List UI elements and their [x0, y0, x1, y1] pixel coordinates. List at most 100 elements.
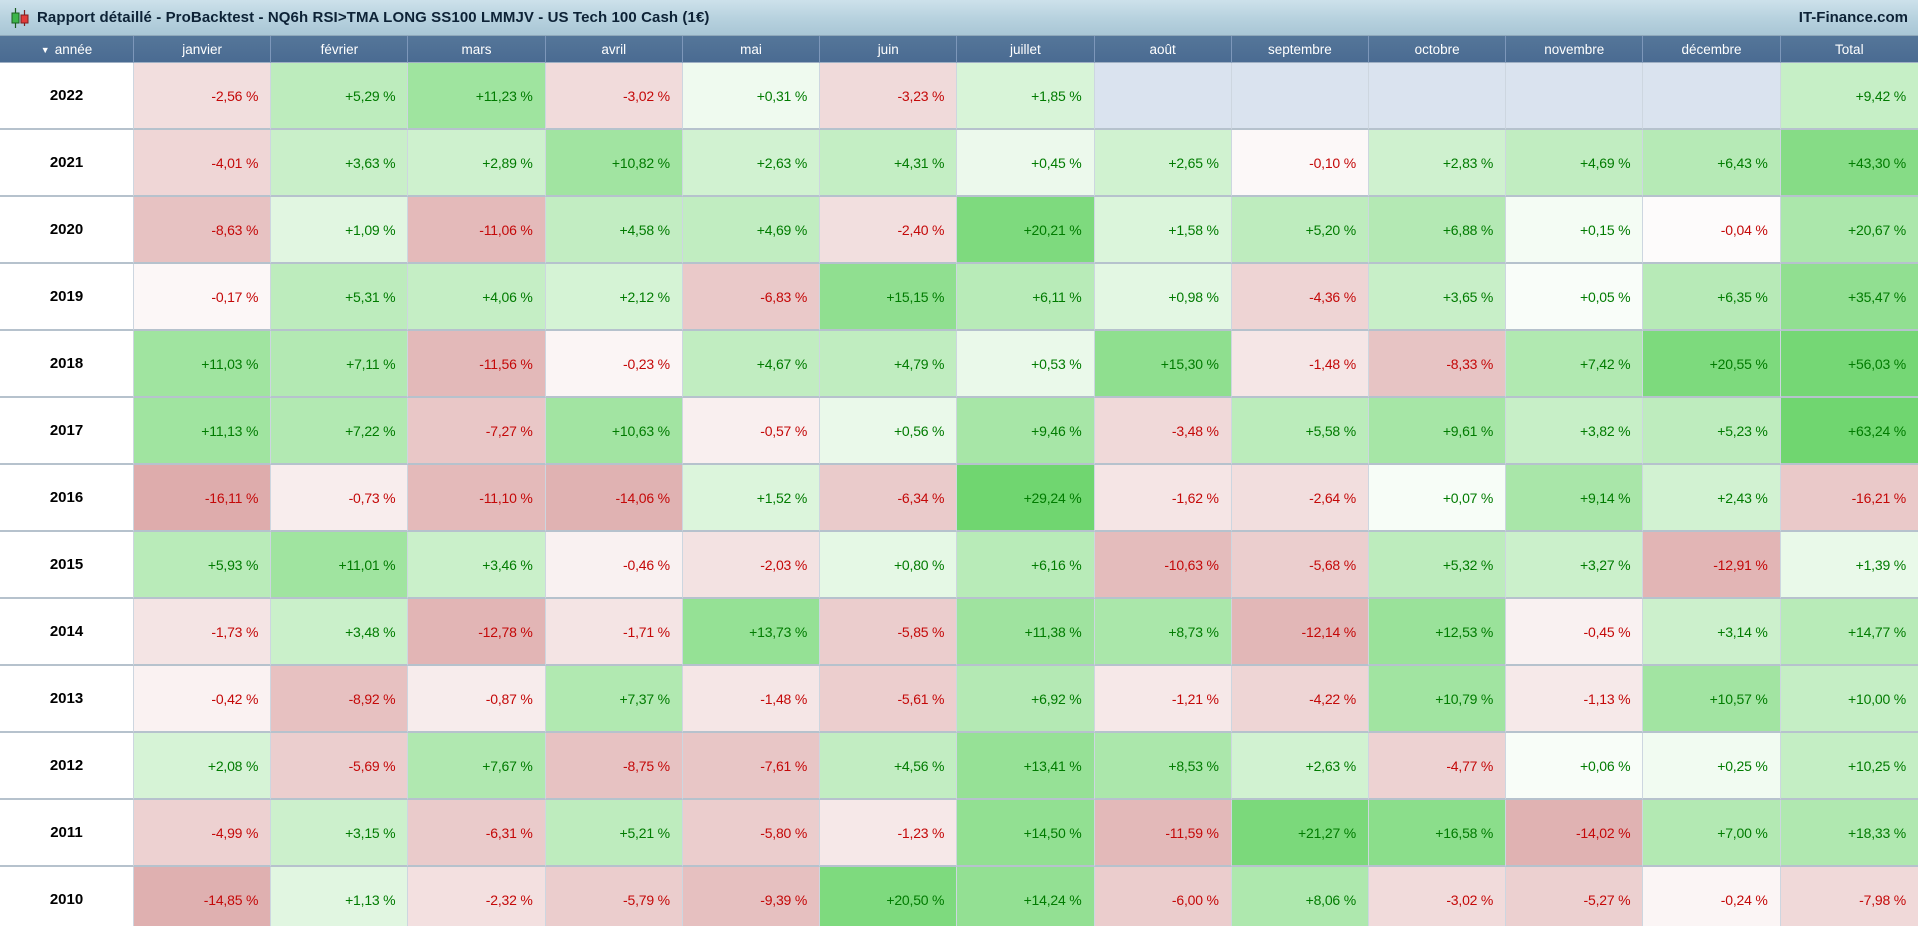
- column-header-novembre[interactable]: novembre: [1506, 36, 1644, 63]
- column-header-juillet[interactable]: juillet: [957, 36, 1095, 63]
- value-cell: +21,27 %: [1231, 800, 1369, 867]
- value-cell: +3,27 %: [1506, 532, 1644, 599]
- value-cell: +2,43 %: [1643, 465, 1781, 532]
- column-header-année[interactable]: ▼ année: [0, 36, 134, 63]
- table-row: 2013 -0,42 % -8,92 % -0,87 % +7,37 % -1,48 % -…: [0, 666, 1918, 733]
- value-cell: -1,71 %: [545, 599, 683, 666]
- column-header-octobre[interactable]: octobre: [1368, 36, 1507, 63]
- value-cell: +9,14 %: [1506, 465, 1644, 532]
- column-header-label: août: [1149, 41, 1176, 57]
- value-cell: +0,53 %: [957, 331, 1095, 398]
- value-cell: +3,48 %: [271, 599, 409, 666]
- value-cell: +10,57 %: [1643, 666, 1781, 733]
- column-header-février[interactable]: février: [271, 36, 409, 63]
- value-cell: +11,13 %: [134, 398, 272, 465]
- value-cell: -14,02 %: [1506, 800, 1644, 867]
- value-cell: +6,92 %: [957, 666, 1095, 733]
- value-cell: +7,37 %: [545, 666, 683, 733]
- value-cell: -12,14 %: [1231, 599, 1369, 666]
- value-cell: -6,34 %: [820, 465, 958, 532]
- value-cell: -4,01 %: [134, 130, 272, 197]
- column-header-mars[interactable]: mars: [408, 36, 546, 63]
- value-cell: -4,36 %: [1231, 264, 1369, 331]
- column-header-juin[interactable]: juin: [820, 36, 958, 63]
- column-header-total[interactable]: Total: [1780, 36, 1918, 63]
- year-cell: 2021: [0, 130, 134, 197]
- value-cell: -0,46 %: [545, 532, 683, 599]
- value-cell: +6,16 %: [957, 532, 1095, 599]
- table-header-row: ▼ année janvier février mars avril mai juin juil…: [0, 36, 1918, 63]
- value-cell: +6,88 %: [1368, 197, 1507, 264]
- value-cell: -11,06 %: [408, 197, 546, 264]
- value-cell: +3,63 %: [271, 130, 409, 197]
- column-header-label: mars: [461, 41, 492, 57]
- total-cell: +9,42 %: [1780, 63, 1918, 130]
- value-cell: +0,07 %: [1368, 465, 1507, 532]
- column-header-janvier[interactable]: janvier: [134, 36, 272, 63]
- value-cell: +5,58 %: [1231, 398, 1369, 465]
- table-row: 2022 -2,56 % +5,29 % +11,23 % -3,02 % +0,31 %…: [0, 63, 1918, 130]
- value-cell: -6,31 %: [408, 800, 546, 867]
- value-cell: -12,91 %: [1643, 532, 1781, 599]
- value-cell: +4,67 %: [682, 331, 821, 398]
- column-header-label: décembre: [1681, 41, 1742, 57]
- value-cell: +2,83 %: [1368, 130, 1507, 197]
- value-cell: [1231, 63, 1369, 130]
- value-cell: -0,23 %: [545, 331, 683, 398]
- table-row: 2017 +11,13 % +7,22 % -7,27 % +10,63 % -0,57 …: [0, 398, 1918, 465]
- column-header-septembre[interactable]: septembre: [1231, 36, 1369, 63]
- value-cell: -5,27 %: [1506, 867, 1644, 926]
- value-cell: -1,23 %: [820, 800, 958, 867]
- year-cell: 2015: [0, 532, 134, 599]
- year-cell: 2017: [0, 398, 134, 465]
- sort-descending-icon[interactable]: ▼: [40, 44, 50, 55]
- value-cell: +2,12 %: [545, 264, 683, 331]
- value-cell: -0,57 %: [682, 398, 821, 465]
- value-cell: +5,23 %: [1643, 398, 1781, 465]
- value-cell: +7,22 %: [271, 398, 409, 465]
- value-cell: +1,85 %: [957, 63, 1095, 130]
- value-cell: -14,85 %: [134, 867, 272, 926]
- value-cell: [1643, 63, 1781, 130]
- column-header-mai[interactable]: mai: [682, 36, 821, 63]
- table-row: 2012 +2,08 % -5,69 % +7,67 % -8,75 % -7,61 % +…: [0, 733, 1918, 800]
- value-cell: +4,69 %: [682, 197, 821, 264]
- value-cell: +11,03 %: [134, 331, 272, 398]
- column-header-label: octobre: [1414, 41, 1460, 57]
- value-cell: +0,05 %: [1506, 264, 1644, 331]
- value-cell: +3,46 %: [408, 532, 546, 599]
- column-header-août[interactable]: août: [1094, 36, 1232, 63]
- value-cell: -1,48 %: [1231, 331, 1369, 398]
- value-cell: -4,77 %: [1368, 733, 1507, 800]
- value-cell: +20,50 %: [820, 867, 958, 926]
- value-cell: +8,53 %: [1094, 733, 1232, 800]
- value-cell: -3,23 %: [820, 63, 958, 130]
- value-cell: +2,65 %: [1094, 130, 1232, 197]
- value-cell: [1368, 63, 1507, 130]
- value-cell: -11,10 %: [408, 465, 546, 532]
- value-cell: +7,67 %: [408, 733, 546, 800]
- column-header-décembre[interactable]: décembre: [1643, 36, 1781, 63]
- value-cell: +11,38 %: [957, 599, 1095, 666]
- value-cell: +15,15 %: [820, 264, 958, 331]
- title-bar: Rapport détaillé - ProBacktest - NQ6h RS…: [0, 0, 1918, 36]
- value-cell: -4,22 %: [1231, 666, 1369, 733]
- value-cell: +20,55 %: [1643, 331, 1781, 398]
- value-cell: +2,89 %: [408, 130, 546, 197]
- value-cell: +10,82 %: [545, 130, 683, 197]
- value-cell: -0,17 %: [134, 264, 272, 331]
- total-cell: -7,98 %: [1780, 867, 1918, 926]
- value-cell: -5,80 %: [682, 800, 821, 867]
- value-cell: +14,24 %: [957, 867, 1095, 926]
- value-cell: +0,45 %: [957, 130, 1095, 197]
- total-cell: +63,24 %: [1780, 398, 1918, 465]
- year-cell: 2018: [0, 331, 134, 398]
- value-cell: -16,11 %: [134, 465, 272, 532]
- value-cell: -5,85 %: [820, 599, 958, 666]
- value-cell: -8,75 %: [545, 733, 683, 800]
- value-cell: -0,42 %: [134, 666, 272, 733]
- column-header-avril[interactable]: avril: [545, 36, 683, 63]
- value-cell: +0,25 %: [1643, 733, 1781, 800]
- value-cell: +20,21 %: [957, 197, 1095, 264]
- table-row: 2019 -0,17 % +5,31 % +4,06 % +2,12 % -6,83 % +…: [0, 264, 1918, 331]
